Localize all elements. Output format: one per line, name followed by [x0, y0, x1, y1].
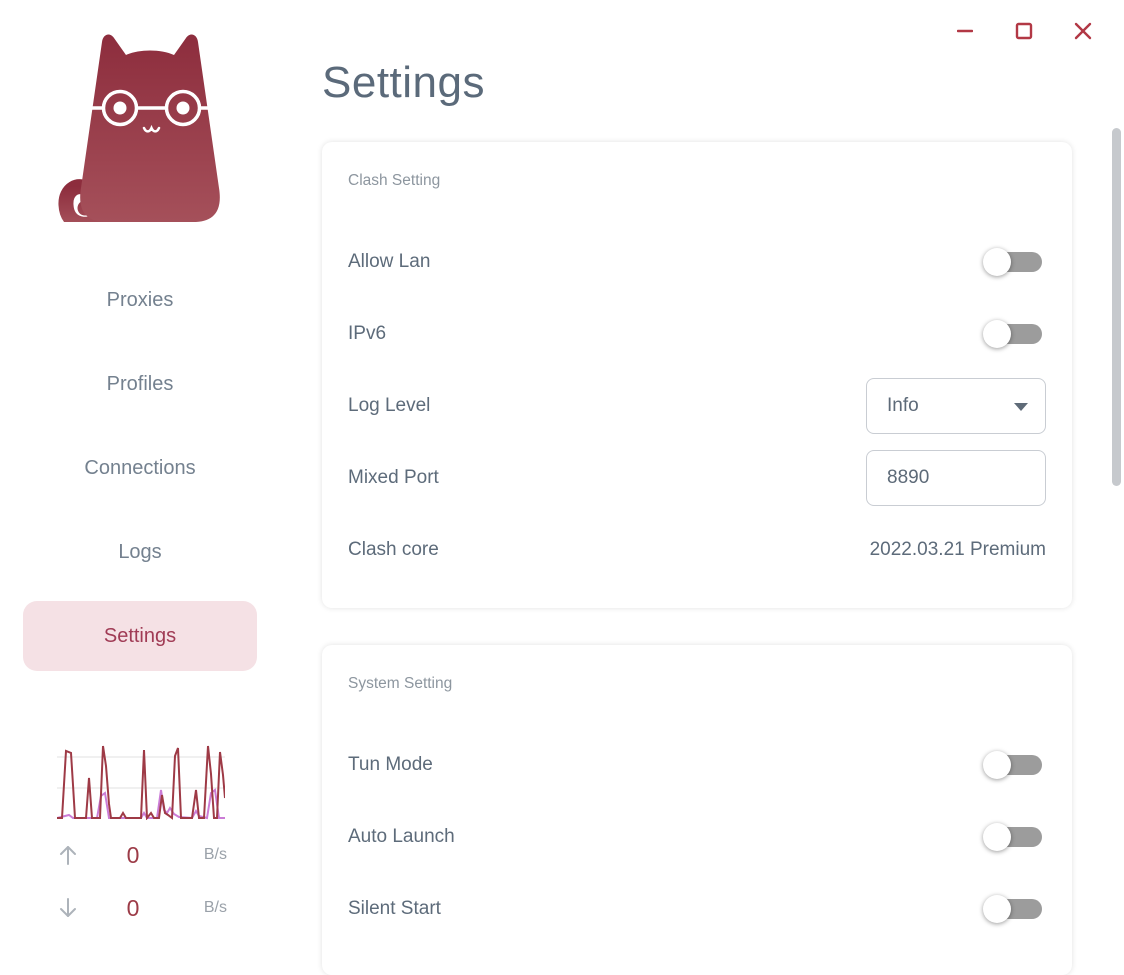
row-label: IPv6 — [348, 323, 387, 344]
card-header: Clash Setting — [348, 172, 441, 189]
setting-row-tun-mode: Tun Mode — [348, 729, 1046, 801]
download-speed-unit: B/s — [203, 899, 227, 916]
sidebar-nav: Proxies Profiles Connections Logs Settin… — [0, 258, 280, 678]
toggle-thumb — [983, 823, 1011, 851]
close-icon — [1074, 22, 1092, 40]
maximize-button[interactable] — [1015, 22, 1033, 40]
upload-series — [57, 745, 225, 820]
sidebar: Proxies Profiles Connections Logs Settin… — [0, 0, 280, 937]
log-level-select[interactable]: Info — [866, 378, 1046, 434]
sidebar-item-label[interactable]: Settings — [23, 601, 257, 671]
setting-row-mixed-port: Mixed Port — [348, 442, 1046, 514]
sidebar-item-logs[interactable]: Logs — [0, 510, 280, 594]
close-button[interactable] — [1074, 22, 1092, 40]
setting-row-silent-start: Silent Start — [348, 873, 1046, 945]
setting-row-ipv6: IPv6 — [348, 298, 1046, 370]
page-title: Settings — [322, 58, 485, 107]
row-label: Allow Lan — [348, 251, 431, 272]
tun-mode-toggle[interactable] — [983, 751, 1042, 779]
arrow-down-icon — [60, 898, 76, 917]
sidebar-item-proxies[interactable]: Proxies — [0, 258, 280, 342]
row-label: Log Level — [348, 395, 431, 416]
allow-lan-toggle[interactable] — [983, 248, 1042, 276]
upload-speed-unit: B/s — [203, 846, 227, 863]
main-content: Settings Clash Setting Allow Lan IPv6 Lo… — [322, 0, 1072, 975]
sidebar-item-label[interactable]: Connections — [84, 456, 196, 479]
traffic-panel: 0 B/s 0 B/s — [0, 740, 280, 928]
clash-core-version: 2022.03.21 Premium — [869, 539, 1046, 560]
traffic-graph — [57, 745, 225, 820]
toggle-thumb — [983, 895, 1011, 923]
setting-row-allow-lan: Allow Lan — [348, 226, 1046, 298]
download-speed-value: 0 — [126, 894, 140, 921]
sidebar-item-label[interactable]: Proxies — [106, 288, 174, 311]
setting-row-log-level: Log Level Info — [348, 370, 1046, 442]
arrow-up-icon — [60, 846, 76, 865]
window-controls — [956, 21, 1092, 41]
download-traffic-row: 0 B/s — [57, 888, 227, 928]
sidebar-item-connections[interactable]: Connections — [0, 426, 280, 510]
silent-start-toggle[interactable] — [983, 895, 1042, 923]
system-setting-card: System Setting Tun Mode Auto Launch Sile… — [322, 645, 1072, 975]
minimize-button[interactable] — [956, 22, 974, 40]
row-label: Silent Start — [348, 898, 441, 919]
setting-row-auto-launch: Auto Launch — [348, 801, 1046, 873]
mixed-port-input[interactable] — [866, 450, 1046, 506]
toggle-thumb — [983, 751, 1011, 779]
row-label: Mixed Port — [348, 467, 439, 488]
maximize-icon — [1015, 22, 1033, 40]
scrollbar-thumb[interactable] — [1112, 128, 1121, 486]
upload-speed-value: 0 — [126, 841, 140, 868]
row-label: Auto Launch — [348, 826, 455, 847]
auto-launch-toggle[interactable] — [983, 823, 1042, 851]
row-label: Tun Mode — [348, 754, 433, 775]
minimize-icon — [957, 29, 973, 33]
toggle-thumb — [983, 248, 1011, 276]
clash-cat-logo-icon — [58, 34, 220, 222]
sidebar-item-profiles[interactable]: Profiles — [0, 342, 280, 426]
sidebar-item-label[interactable]: Profiles — [106, 372, 174, 395]
sidebar-item-label[interactable]: Logs — [118, 540, 162, 563]
sidebar-item-settings[interactable]: Settings — [0, 594, 280, 678]
log-level-selected-value: Info — [887, 395, 919, 416]
setting-row-clash-core: Clash core 2022.03.21 Premium — [348, 514, 1046, 586]
ipv6-toggle[interactable] — [983, 320, 1042, 348]
toggle-thumb — [983, 320, 1011, 348]
chevron-down-icon — [1014, 403, 1028, 411]
row-label: Clash core — [348, 539, 439, 560]
clash-setting-card: Clash Setting Allow Lan IPv6 Log Level — [322, 142, 1072, 608]
upload-traffic-row: 0 B/s — [57, 835, 227, 875]
card-header: System Setting — [348, 675, 453, 692]
